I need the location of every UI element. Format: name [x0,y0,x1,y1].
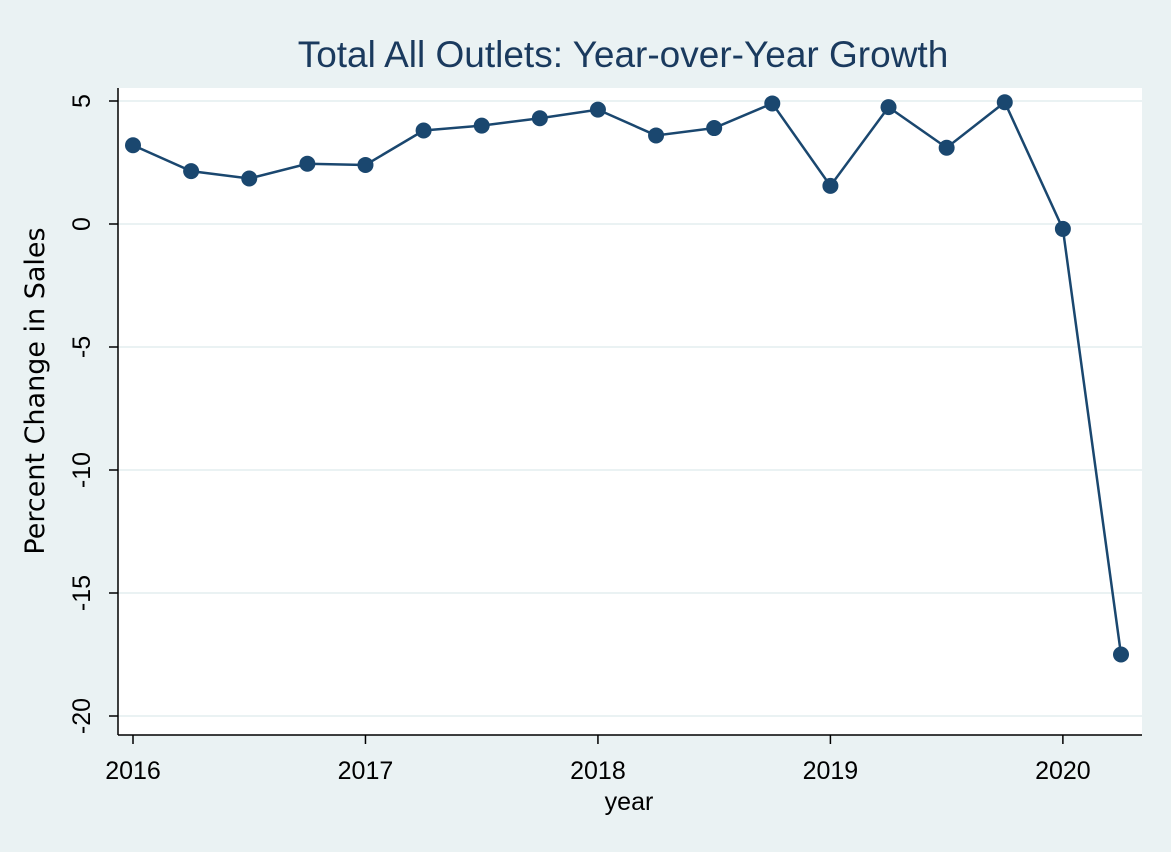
data-point-17 [1113,646,1129,663]
data-point-3 [299,155,316,172]
y-axis-title: Percent Change in Sales [20,227,51,554]
x-tick-label-3: 2019 [803,757,859,785]
x-tick-label-1: 2017 [338,757,394,785]
data-point-11 [764,95,781,112]
data-point-16 [1054,220,1071,237]
x-tick-label-2: 2018 [570,757,626,785]
plot-area [118,88,1142,735]
y-tick-label-0: 5 [68,94,96,108]
data-point-10 [706,120,723,137]
gridlines [118,100,1142,717]
data-point-8 [589,101,606,118]
data-point-4 [357,156,374,173]
y-tick-label-5: -20 [68,698,96,734]
data-point-7 [531,110,548,127]
data-point-0 [125,137,141,154]
data-point-5 [415,122,432,139]
x-tick-label-4: 2020 [1035,757,1091,785]
y-tick-label-3: -10 [68,452,96,488]
x-tick-label-0: 2016 [105,757,161,785]
data-point-1 [183,163,200,180]
series-layer [125,94,1129,663]
chart-title: Total All Outlets: Year-over-Year Growth [298,34,949,75]
data-point-12 [822,177,839,194]
data-point-2 [241,170,258,187]
data-point-13 [880,99,897,116]
y-tick-label-4: -15 [68,575,96,611]
series-line-0 [132,100,1123,655]
data-point-6 [473,117,490,134]
x-axis-title: year [605,788,654,816]
axes: 5 0 -5 -10 -15 -20 2016 2017 2018 2019 2020 [68,88,1142,785]
y-tick-label-1: 0 [68,217,96,231]
data-point-9 [648,127,665,144]
y-tick-label-2: -5 [68,336,96,358]
data-point-15 [996,94,1013,111]
data-point-14 [938,139,955,156]
